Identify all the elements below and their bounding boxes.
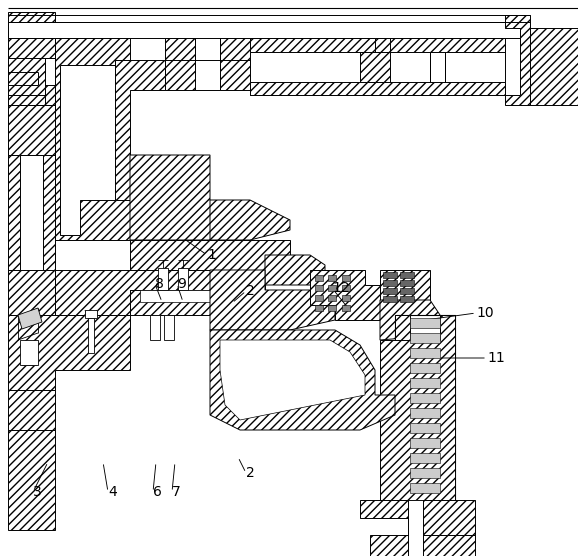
Polygon shape <box>383 296 397 302</box>
Polygon shape <box>430 52 445 82</box>
Polygon shape <box>380 300 440 340</box>
Polygon shape <box>18 308 42 329</box>
Text: 10: 10 <box>476 306 494 320</box>
Polygon shape <box>8 105 55 155</box>
Text: 11: 11 <box>487 351 505 365</box>
Polygon shape <box>400 272 414 278</box>
Polygon shape <box>8 155 20 270</box>
Polygon shape <box>410 348 440 358</box>
Polygon shape <box>265 255 325 285</box>
Polygon shape <box>8 270 55 315</box>
Polygon shape <box>8 22 530 38</box>
Polygon shape <box>400 280 414 286</box>
Polygon shape <box>130 240 290 290</box>
Polygon shape <box>8 315 130 390</box>
Polygon shape <box>342 295 350 301</box>
Polygon shape <box>380 270 430 300</box>
Polygon shape <box>195 60 220 90</box>
Polygon shape <box>410 393 440 403</box>
Polygon shape <box>328 295 336 301</box>
Polygon shape <box>315 285 323 291</box>
Polygon shape <box>505 15 530 105</box>
Polygon shape <box>410 483 440 493</box>
Polygon shape <box>380 315 455 500</box>
Polygon shape <box>8 155 55 270</box>
Polygon shape <box>8 12 55 38</box>
Text: 12: 12 <box>332 281 350 295</box>
Polygon shape <box>315 275 323 281</box>
Polygon shape <box>530 28 578 105</box>
Polygon shape <box>400 288 414 294</box>
Polygon shape <box>400 296 414 302</box>
Text: 2: 2 <box>246 284 255 298</box>
Polygon shape <box>328 305 336 311</box>
Polygon shape <box>43 155 55 270</box>
Polygon shape <box>210 270 335 330</box>
Polygon shape <box>130 290 265 315</box>
Polygon shape <box>20 340 38 365</box>
Polygon shape <box>55 38 210 240</box>
Text: 6: 6 <box>153 485 162 499</box>
Polygon shape <box>140 290 240 302</box>
Polygon shape <box>383 288 397 294</box>
Polygon shape <box>315 295 323 301</box>
Polygon shape <box>410 423 440 433</box>
Polygon shape <box>310 270 380 320</box>
Polygon shape <box>250 82 505 95</box>
Polygon shape <box>8 390 55 430</box>
Polygon shape <box>220 38 250 90</box>
Polygon shape <box>164 315 174 340</box>
Polygon shape <box>410 318 440 328</box>
Polygon shape <box>375 38 390 52</box>
Polygon shape <box>130 155 250 240</box>
Polygon shape <box>410 438 440 448</box>
Polygon shape <box>315 305 323 311</box>
Polygon shape <box>250 38 505 95</box>
Polygon shape <box>440 315 455 500</box>
Polygon shape <box>342 305 350 311</box>
Text: 8: 8 <box>155 277 164 291</box>
Polygon shape <box>360 52 390 82</box>
Text: 1: 1 <box>207 248 216 262</box>
Polygon shape <box>8 38 55 155</box>
Polygon shape <box>60 65 115 235</box>
Polygon shape <box>370 535 475 556</box>
Polygon shape <box>85 310 97 318</box>
Polygon shape <box>410 408 440 418</box>
Polygon shape <box>410 363 440 373</box>
Polygon shape <box>395 315 410 500</box>
Polygon shape <box>342 285 350 291</box>
Polygon shape <box>8 38 55 105</box>
Polygon shape <box>410 468 440 478</box>
Polygon shape <box>165 38 195 90</box>
Polygon shape <box>342 275 350 281</box>
Polygon shape <box>150 315 160 340</box>
Polygon shape <box>178 268 188 290</box>
Polygon shape <box>383 280 397 286</box>
Polygon shape <box>220 340 365 420</box>
Polygon shape <box>8 430 55 530</box>
Polygon shape <box>410 378 440 388</box>
Polygon shape <box>158 268 168 290</box>
Text: 3: 3 <box>33 485 42 499</box>
Polygon shape <box>55 270 210 315</box>
Polygon shape <box>328 275 336 281</box>
Polygon shape <box>210 200 290 240</box>
Polygon shape <box>383 272 397 278</box>
Polygon shape <box>328 285 336 291</box>
Polygon shape <box>210 330 395 430</box>
Polygon shape <box>410 453 440 463</box>
Polygon shape <box>408 500 423 556</box>
Polygon shape <box>88 318 94 353</box>
Text: 2: 2 <box>246 466 255 480</box>
Text: 9: 9 <box>177 277 186 291</box>
Text: 4: 4 <box>108 485 117 499</box>
Text: 7: 7 <box>172 485 181 499</box>
Polygon shape <box>410 333 440 343</box>
Polygon shape <box>115 60 165 200</box>
Polygon shape <box>360 500 475 535</box>
Polygon shape <box>250 38 505 52</box>
Polygon shape <box>395 315 455 500</box>
